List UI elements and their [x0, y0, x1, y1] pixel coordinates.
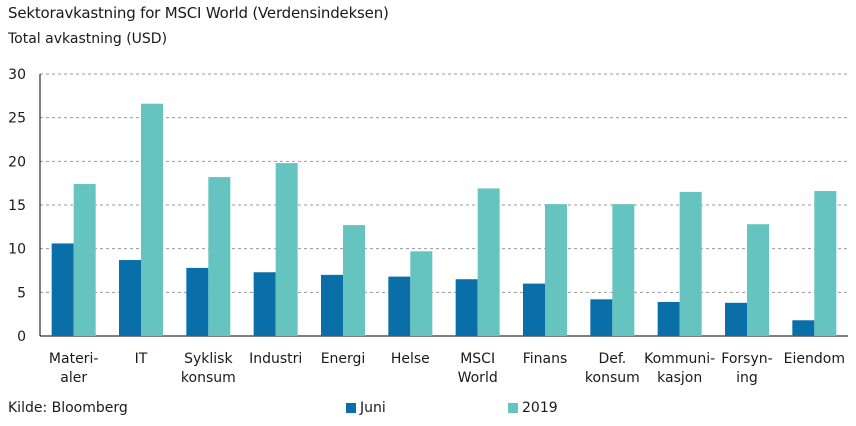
legend-item-2019: 2019	[508, 400, 558, 416]
bar-2019-0	[73, 184, 96, 336]
y-tick-label: 25	[8, 111, 26, 127]
x-tick-label: kasjon	[657, 370, 702, 386]
bar-2019-3	[275, 163, 298, 336]
x-tick-label: Materi-	[49, 351, 98, 367]
bar-juni-3	[253, 272, 276, 336]
y-tick-label: 0	[17, 329, 26, 345]
y-tick-label: 10	[8, 242, 26, 258]
bar-juni-8	[590, 299, 613, 336]
bar-juni-10	[725, 302, 747, 336]
x-tick-label: Helse	[391, 351, 430, 367]
bar-2019-5	[410, 251, 433, 336]
x-tick-label: Industri	[249, 351, 302, 367]
x-tick-label: Energi	[321, 351, 366, 367]
bar-juni-9	[657, 301, 680, 336]
bar-juni-4	[321, 274, 343, 336]
bar-2019-8	[612, 204, 635, 336]
bar-2019-10	[747, 224, 769, 336]
x-tick-label: ing	[736, 370, 758, 386]
bar-juni-1	[119, 260, 141, 336]
bar-juni-6	[455, 279, 478, 336]
bar-2019-7	[545, 204, 567, 336]
x-tick-label: Syklisk	[184, 351, 233, 367]
bar-2019-2	[208, 177, 231, 336]
source-note: Kilde: Bloomberg	[8, 400, 128, 416]
bar-2019-9	[679, 191, 702, 336]
legend-item-juni: Juni	[346, 400, 386, 416]
x-tick-label: Kommuni-	[644, 351, 715, 367]
bar-2019-1	[141, 103, 163, 337]
y-tick-label: 15	[8, 198, 26, 214]
chart-title: Sektoravkastning for MSCI World (Verdens…	[8, 4, 389, 22]
y-axis-subtitle: Total avkastning (USD)	[8, 31, 168, 47]
x-tick-label: konsum	[181, 370, 236, 386]
bar-juni-7	[523, 283, 545, 336]
legend-swatch-2019	[508, 403, 518, 413]
bar-juni-2	[186, 267, 209, 336]
y-tick-label: 30	[8, 67, 26, 83]
x-tick-label: MSCI	[460, 351, 495, 367]
x-tick-label: World	[458, 370, 498, 386]
x-tick-label: Forsyn-	[721, 351, 772, 367]
x-tick-label: Finans	[523, 351, 568, 367]
bar-2019-4	[343, 225, 365, 336]
y-tick-label: 5	[17, 285, 26, 301]
legend-swatch-juni	[346, 403, 356, 413]
bar-juni-11	[792, 320, 815, 336]
y-tick-label: 20	[8, 154, 26, 170]
bar-juni-5	[388, 276, 411, 336]
bar-juni-0	[51, 243, 74, 336]
x-tick-label: aler	[60, 370, 87, 386]
legend-label-2019: 2019	[522, 400, 558, 416]
legend-label-juni: Juni	[360, 400, 386, 416]
bar-2019-6	[477, 188, 500, 336]
x-tick-label: konsum	[585, 370, 640, 386]
x-tick-label: Eiendom	[784, 351, 845, 367]
x-tick-label: IT	[135, 351, 148, 367]
bar-2019-11	[814, 191, 837, 336]
x-tick-label: Def.	[598, 351, 626, 367]
